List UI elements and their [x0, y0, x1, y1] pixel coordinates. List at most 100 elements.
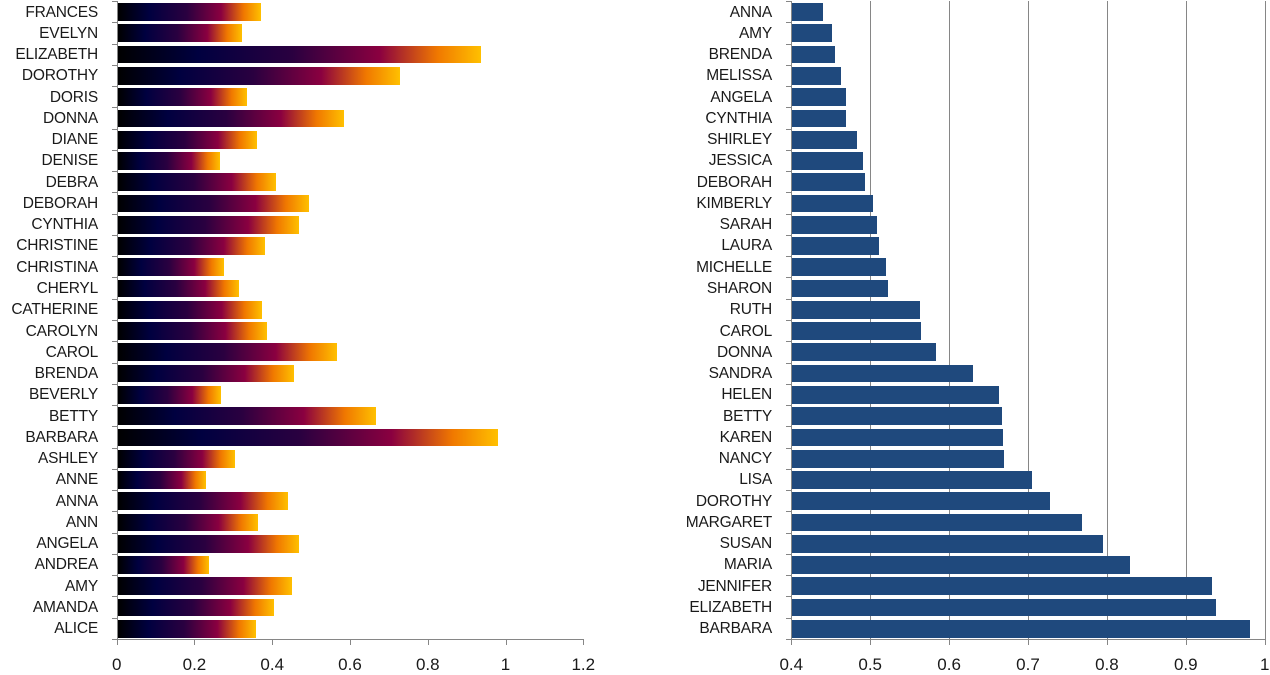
y-axis-tick [111, 43, 117, 45]
data-bar [792, 598, 1216, 617]
x-axis-tick [791, 639, 793, 645]
gridline [1028, 1, 1029, 639]
category-label: DENISE [41, 152, 98, 170]
y-axis-tick [111, 1, 117, 2]
data-bar [117, 407, 377, 426]
y-axis-tick [111, 341, 117, 343]
category-label: CHRISTINA [16, 258, 98, 276]
data-bar [117, 215, 300, 234]
category-label: ALICE [54, 620, 98, 638]
category-label: NANCY [718, 450, 772, 468]
data-bar [117, 279, 239, 298]
y-axis-tick [786, 405, 792, 407]
category-label: SARAH [719, 216, 773, 234]
y-axis-tick [786, 639, 792, 640]
x-axis-tick [1106, 639, 1108, 645]
y-axis-tick [111, 192, 117, 194]
y-axis-tick [786, 107, 792, 109]
y-axis-tick [786, 43, 792, 45]
data-bar [792, 237, 879, 255]
y-axis-tick [111, 128, 117, 130]
y-axis-tick [111, 617, 117, 619]
y-axis-tick [111, 575, 117, 577]
y-axis-tick [111, 490, 117, 492]
data-bar [792, 407, 1002, 426]
y-axis-tick [786, 383, 792, 385]
category-label: ELIZABETH [689, 598, 772, 616]
data-bar [792, 45, 835, 64]
data-bar [117, 88, 247, 107]
data-bar [792, 534, 1103, 553]
data-bar [117, 258, 224, 277]
y-axis-tick [111, 468, 117, 470]
category-label: BEVERLY [29, 386, 98, 404]
data-bar [792, 449, 1004, 468]
data-bar [117, 109, 344, 128]
category-label: DORIS [49, 88, 98, 106]
category-label: ANDREA [34, 556, 99, 574]
category-label: DONNA [43, 109, 98, 127]
y-axis-tick [111, 256, 117, 258]
y-axis-tick [111, 405, 117, 407]
category-label: AMY [65, 577, 98, 595]
data-bar [117, 173, 276, 192]
x-axis-tick [350, 639, 351, 645]
data-bar [792, 3, 823, 21]
data-bar [792, 471, 1032, 489]
y-axis-tick [111, 298, 117, 300]
data-bar [117, 534, 300, 553]
category-label: MARIA [723, 556, 772, 574]
y-axis-tick [786, 596, 792, 598]
data-bar [792, 215, 877, 234]
data-bar [792, 152, 864, 170]
category-label: CAROLYN [25, 322, 99, 340]
data-bar [117, 513, 258, 532]
category-label: CAROL [45, 343, 99, 361]
category-label: ANN [65, 513, 98, 531]
category-label: DEBRA [45, 173, 99, 191]
category-label: BRENDA [34, 365, 99, 383]
x-tick-label: 0.8 [1095, 655, 1119, 674]
x-tick-label: 1 [1259, 655, 1270, 674]
category-label: BRENDA [708, 46, 773, 64]
y-axis-tick [111, 22, 117, 24]
y-axis-tick [786, 447, 792, 449]
data-bar [792, 513, 1082, 532]
data-bar [792, 386, 999, 404]
data-bar [117, 364, 294, 383]
category-label: EVELYN [39, 24, 98, 42]
gridline [949, 1, 951, 639]
x-axis-tick [1264, 639, 1266, 645]
y-axis-tick [786, 171, 792, 173]
y-axis-tick [786, 213, 792, 215]
data-bar [117, 45, 481, 64]
y-axis-line [116, 1, 118, 640]
data-bar [117, 237, 265, 255]
data-bar [117, 492, 288, 511]
category-label: ANNE [55, 471, 98, 489]
y-axis-tick [111, 447, 117, 449]
y-axis-tick [786, 256, 792, 258]
y-axis-tick [111, 171, 117, 173]
gridline [1185, 1, 1187, 639]
x-tick-label: 0.5 [858, 655, 882, 674]
category-label: DIANE [51, 131, 99, 149]
category-label: BETTY [49, 407, 98, 425]
y-axis-tick [786, 149, 792, 151]
x-axis-tick [505, 639, 507, 645]
category-label: DEBORAH [696, 173, 772, 191]
x-tick-label: 0 [111, 655, 122, 674]
y-axis-tick [111, 553, 117, 555]
y-axis-tick [786, 22, 792, 24]
x-axis-tick [194, 639, 196, 645]
y-axis-tick [786, 426, 792, 428]
y-axis-tick [786, 298, 792, 300]
x-axis-tick [116, 639, 118, 645]
data-bar [117, 130, 258, 149]
data-bar [117, 300, 263, 319]
category-label: ANGELA [710, 88, 772, 106]
y-axis-tick [786, 192, 792, 194]
category-label: SANDRA [708, 365, 773, 383]
y-axis-tick [786, 64, 792, 66]
data-bar [117, 343, 337, 362]
